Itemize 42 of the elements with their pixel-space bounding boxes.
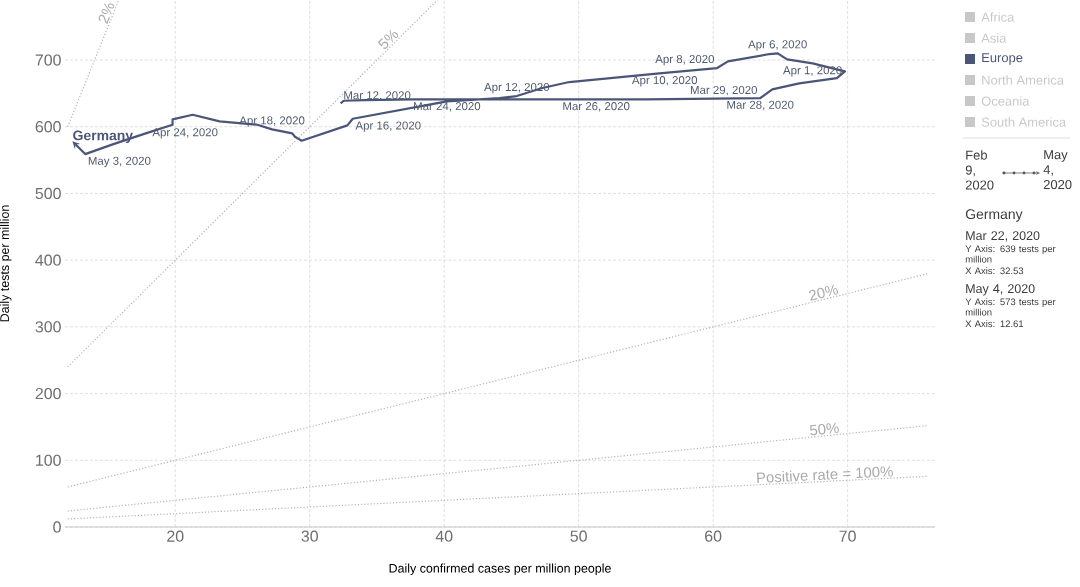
text: May 4, 2020 [966, 284, 1035, 296]
x-axis-title: Daily confirmed cases per million people [389, 563, 611, 576]
annotation: Mar 29, 2020 [690, 85, 758, 96]
text: May 4, 2020 [1043, 150, 1072, 190]
text: X Axis: 12.61 [965, 320, 1024, 328]
y-tick-label: 100 [36, 454, 61, 466]
text: 2% [98, 3, 115, 24]
annotation: May 3, 2020 [88, 156, 151, 168]
text: 20% [808, 284, 839, 301]
annotation: Apr 6, 2020 [748, 40, 807, 51]
y-tick-label: 400 [35, 254, 61, 266]
annotation: Mar 28, 2020 [727, 100, 794, 111]
x-tick-label: 30 [301, 530, 318, 542]
text: Y Axis: 573 tests per million [965, 298, 1056, 316]
annotation: Mar 12, 2020 [344, 91, 411, 101]
text: 5% [377, 29, 399, 49]
annotation: Apr 8, 2020 [655, 54, 715, 66]
series-label: Positive rate = 100% [756, 466, 893, 484]
y-tick-label: 200 [35, 387, 61, 400]
x-tick-label: 20 [167, 530, 184, 542]
annotation: Germany [73, 130, 133, 144]
y-tick-label: 500 [35, 187, 61, 200]
text: Mar 22, 2020 [966, 231, 1040, 242]
y-tick-label: 700 [35, 54, 61, 66]
annotation: Apr 10, 2020 [631, 76, 698, 87]
annotation: Apr 24, 2020 [152, 128, 218, 139]
y-tick-label: 300 [35, 321, 61, 333]
text: Feb 9, 2020 [965, 150, 994, 190]
text: X Axis: 32.53 [965, 267, 1024, 275]
y-tick-label: 600 [35, 121, 61, 133]
x-tick-label: 70 [839, 530, 856, 542]
text: Y Axis: 639 tests per million [965, 245, 1056, 263]
annotation: Mar 26, 2020 [563, 102, 630, 112]
x-tick-label: 60 [705, 530, 722, 542]
x-tick-label: 50 [570, 530, 587, 542]
x-tick-label: 40 [435, 530, 453, 542]
y-axis-title: Daily tests per million [0, 205, 12, 322]
legend-label: Europe [982, 53, 1023, 65]
text: 50% [810, 422, 839, 436]
text: Germany [965, 209, 1023, 222]
annotation: Apr 16, 2020 [355, 121, 421, 132]
y-tick-label: 0 [53, 521, 61, 533]
